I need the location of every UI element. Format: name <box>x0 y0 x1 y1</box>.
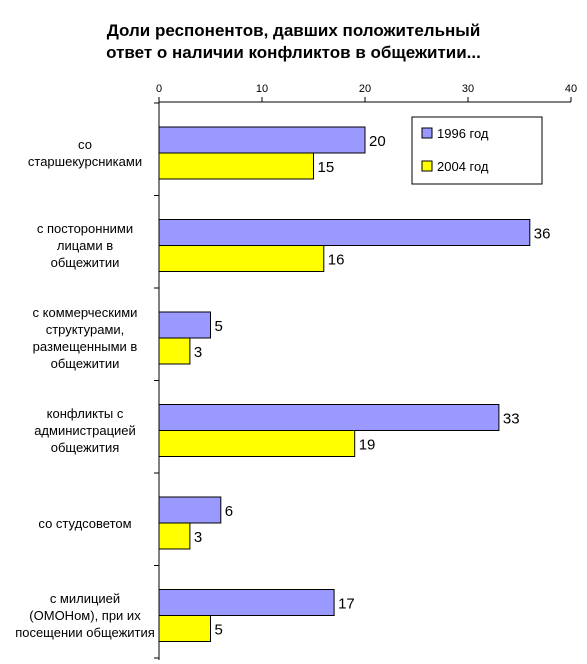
bar-2004 <box>158 152 314 180</box>
category-label: с коммерческими структурами, размещенным… <box>32 305 138 371</box>
category-label: с милицией (ОМОНом), при их посещении об… <box>15 591 155 640</box>
bar-2004 <box>158 430 356 457</box>
data-label: 16 <box>328 252 345 269</box>
data-label: 17 <box>338 596 355 613</box>
data-label: 3 <box>194 344 202 361</box>
legend-box <box>411 116 543 185</box>
bar-2004 <box>158 615 211 642</box>
data-label: 36 <box>534 226 551 243</box>
bar-1996 <box>158 589 335 616</box>
chart-title: Доли респонентов, давших положительный о… <box>0 20 587 64</box>
data-label: 5 <box>215 622 223 639</box>
category-label: с посторонними лицами в общежитии <box>36 221 134 270</box>
category-label: конфликты с администрацией общежития <box>34 406 136 455</box>
data-label: 5 <box>215 318 223 335</box>
bar-1996 <box>158 311 211 339</box>
legend-label-2004: 2004 год <box>437 159 489 174</box>
x-tick-label: 30 <box>462 83 474 95</box>
bar-1996 <box>158 496 222 524</box>
chart-title-line-1: Доли респонентов, давших положительный <box>106 21 481 40</box>
bar-2004 <box>158 337 191 365</box>
x-tick-label: 0 <box>156 83 162 95</box>
category-label: со старшекурсниками <box>27 137 143 169</box>
category-label: со студсоветом <box>38 515 132 531</box>
legend-label-1996: 1996 год <box>437 126 489 141</box>
data-label: 20 <box>369 133 386 150</box>
data-label: 15 <box>318 159 335 176</box>
bar-2004 <box>158 245 325 272</box>
x-tick-label: 40 <box>565 83 577 95</box>
x-tick-label: 10 <box>256 83 268 95</box>
x-tick-label: 20 <box>359 83 371 95</box>
data-label: 33 <box>503 411 520 428</box>
data-label: 6 <box>225 503 233 520</box>
bar-2004 <box>158 522 191 550</box>
bar-1996 <box>158 404 500 431</box>
bar-1996 <box>158 126 366 154</box>
data-label: 19 <box>359 437 376 454</box>
legend-swatch-1996 <box>421 127 433 139</box>
data-label: 3 <box>194 529 202 546</box>
bar-1996 <box>158 219 531 246</box>
chart-title-line-2: ответ о наличии конфликтов в общежитии..… <box>106 43 481 62</box>
legend-swatch-2004 <box>421 160 433 172</box>
